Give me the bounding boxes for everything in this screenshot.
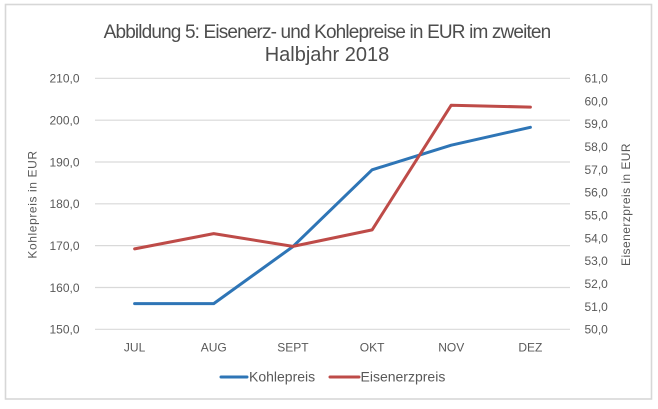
- svg-text:200,0: 200,0: [49, 114, 79, 128]
- svg-text:170,0: 170,0: [49, 239, 79, 253]
- svg-text:210,0: 210,0: [49, 72, 79, 86]
- svg-text:61,0: 61,0: [585, 72, 609, 86]
- svg-text:JUL: JUL: [124, 340, 146, 354]
- svg-text:50,0: 50,0: [585, 323, 609, 337]
- svg-text:Kohlepreis: Kohlepreis: [249, 368, 315, 384]
- svg-text:NOV: NOV: [438, 340, 464, 354]
- svg-text:53,0: 53,0: [585, 254, 609, 268]
- svg-text:Halbjahr 2018: Halbjahr 2018: [265, 44, 390, 66]
- svg-text:190,0: 190,0: [49, 155, 79, 169]
- svg-text:54,0: 54,0: [585, 231, 609, 245]
- svg-text:55,0: 55,0: [585, 209, 609, 223]
- svg-text:52,0: 52,0: [585, 277, 609, 291]
- svg-text:60,0: 60,0: [585, 94, 609, 108]
- svg-text:OKT: OKT: [360, 340, 385, 354]
- svg-text:58,0: 58,0: [585, 140, 609, 154]
- svg-text:150,0: 150,0: [49, 323, 79, 337]
- svg-text:51,0: 51,0: [585, 300, 609, 314]
- svg-text:Eisenerzpreis: Eisenerzpreis: [361, 368, 446, 384]
- svg-text:59,0: 59,0: [585, 117, 609, 131]
- svg-text:180,0: 180,0: [49, 197, 79, 211]
- svg-text:Abbildung 5: Eisenerz- und Koh: Abbildung 5: Eisenerz- und Kohlepreise i…: [104, 22, 551, 43]
- svg-text:SEPT: SEPT: [277, 340, 309, 354]
- svg-text:Kohlepreis in EUR: Kohlepreis in EUR: [26, 150, 40, 258]
- svg-text:DEZ: DEZ: [518, 340, 542, 354]
- svg-text:160,0: 160,0: [49, 281, 79, 295]
- svg-text:57,0: 57,0: [585, 163, 609, 177]
- svg-text:56,0: 56,0: [585, 186, 609, 200]
- svg-text:AUG: AUG: [201, 340, 227, 354]
- svg-text:Eisenerzpreis in EUR: Eisenerzpreis in EUR: [619, 143, 633, 266]
